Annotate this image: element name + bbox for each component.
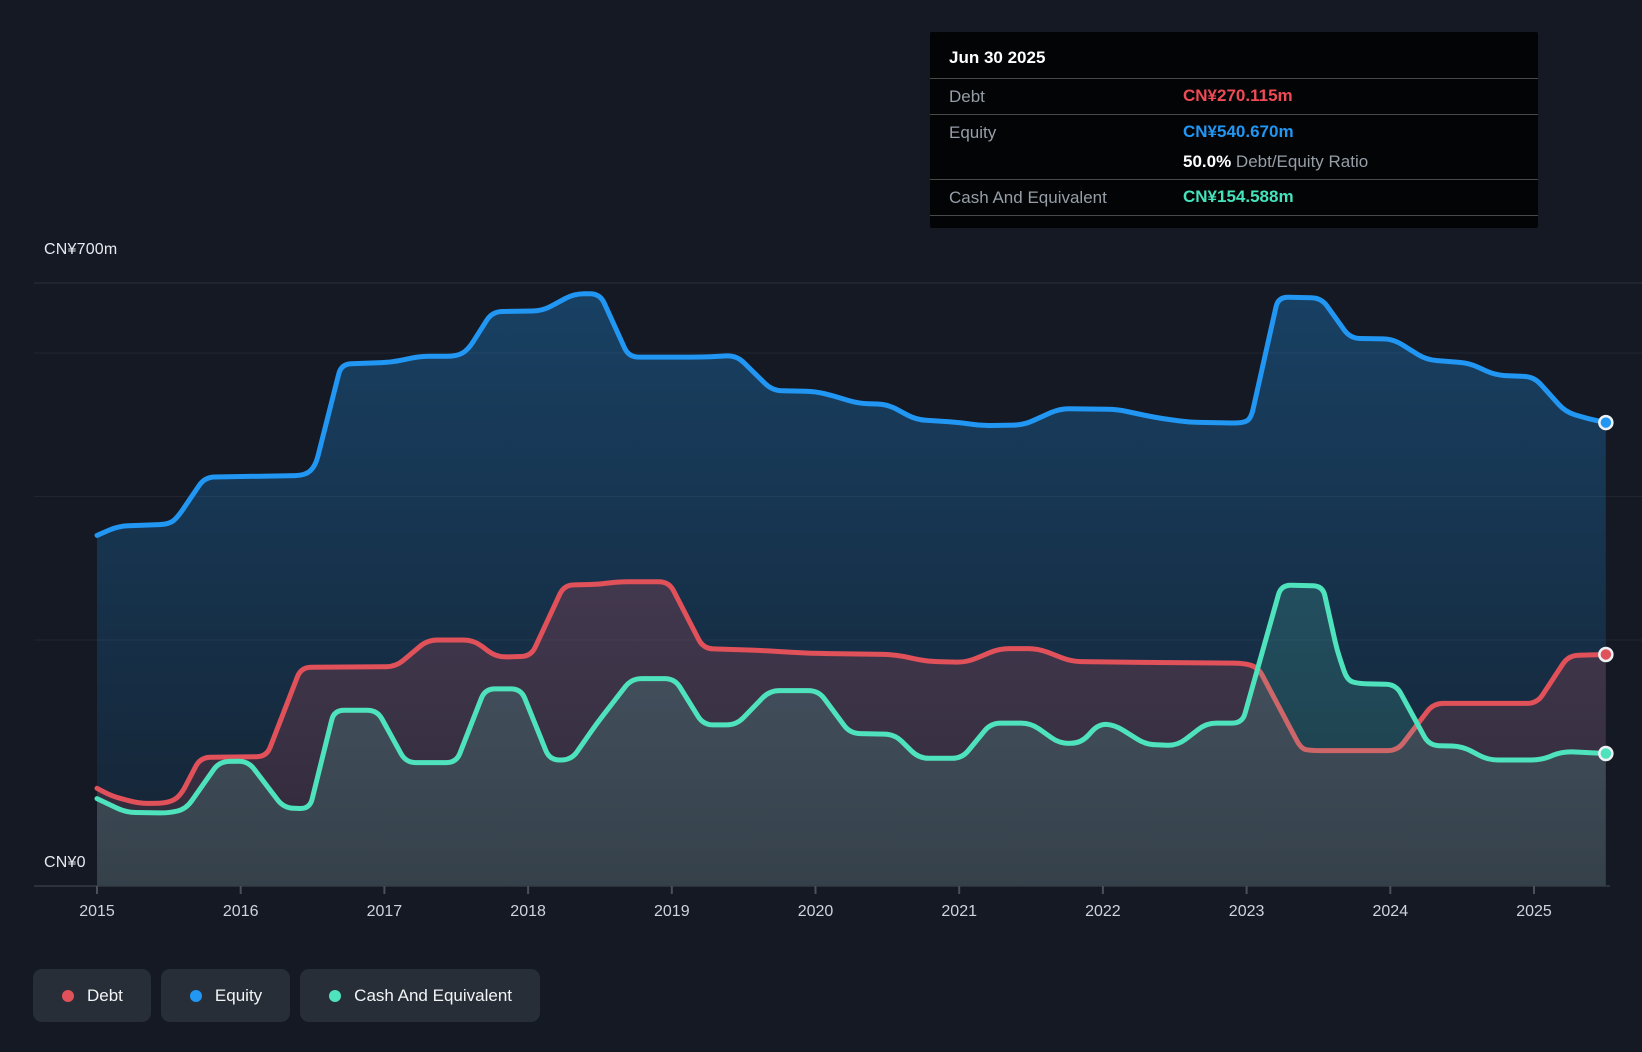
x-axis-year-label: 2020 bbox=[797, 903, 834, 920]
x-axis-year-label: 2021 bbox=[941, 903, 977, 920]
tooltip-cash-value: CN¥154.588m bbox=[1183, 187, 1294, 206]
tooltip-equity-label: Equity bbox=[949, 123, 997, 142]
x-axis-year-label: 2019 bbox=[654, 903, 690, 920]
legend-item-equity[interactable]: Equity bbox=[160, 969, 291, 1022]
y-axis-label-top: CN¥700m bbox=[44, 241, 118, 258]
x-axis-year-label: 2023 bbox=[1228, 903, 1265, 920]
tooltip-cash-label: Cash And Equivalent bbox=[949, 188, 1107, 207]
y-axis-label-zero: CN¥0 bbox=[44, 854, 86, 871]
x-axis-year-label: 2017 bbox=[366, 903, 403, 920]
x-axis-year-label: 2025 bbox=[1516, 903, 1552, 920]
tooltip-debt-equity-ratio: 50.0% Debt/Equity Ratio bbox=[1183, 152, 1369, 171]
tooltip-debt-label: Debt bbox=[949, 87, 985, 106]
legend-cash-label: Cash And Equivalent bbox=[354, 985, 513, 1005]
legend-item-cash[interactable]: Cash And Equivalent bbox=[300, 969, 541, 1022]
tooltip-row-debt: Debt CN¥270.115m bbox=[930, 79, 1538, 115]
equity-color-dot bbox=[189, 989, 202, 1002]
x-axis-year-label: 2018 bbox=[510, 903, 546, 920]
legend-equity-label: Equity bbox=[214, 985, 263, 1005]
x-axis-year-label: 2022 bbox=[1085, 903, 1121, 920]
legend-debt-label: Debt bbox=[87, 985, 123, 1005]
tooltip-debt-value: CN¥270.115m bbox=[1183, 86, 1293, 105]
tooltip-date: Jun 30 2025 bbox=[930, 42, 1538, 79]
debt-color-dot bbox=[62, 989, 74, 1002]
tooltip-row-equity: Equity CN¥540.670m 50.0% Debt/Equity Rat… bbox=[930, 115, 1538, 180]
tooltip-panel: Jun 30 2025 Debt CN¥270.115m Equity CN¥5… bbox=[930, 32, 1538, 228]
x-axis-year-label: 2016 bbox=[222, 903, 259, 920]
legend: Debt Equity Cash And Equivalent bbox=[33, 969, 541, 1022]
tooltip-row-cash: Cash And Equivalent CN¥154.588m bbox=[930, 180, 1538, 216]
tooltip-equity-value: CN¥540.670m bbox=[1183, 122, 1294, 141]
x-axis-year-label: 2015 bbox=[79, 903, 115, 920]
x-axis-year-label: 2024 bbox=[1372, 903, 1409, 920]
cash-color-dot bbox=[329, 989, 342, 1002]
legend-item-debt[interactable]: Debt bbox=[33, 969, 151, 1022]
